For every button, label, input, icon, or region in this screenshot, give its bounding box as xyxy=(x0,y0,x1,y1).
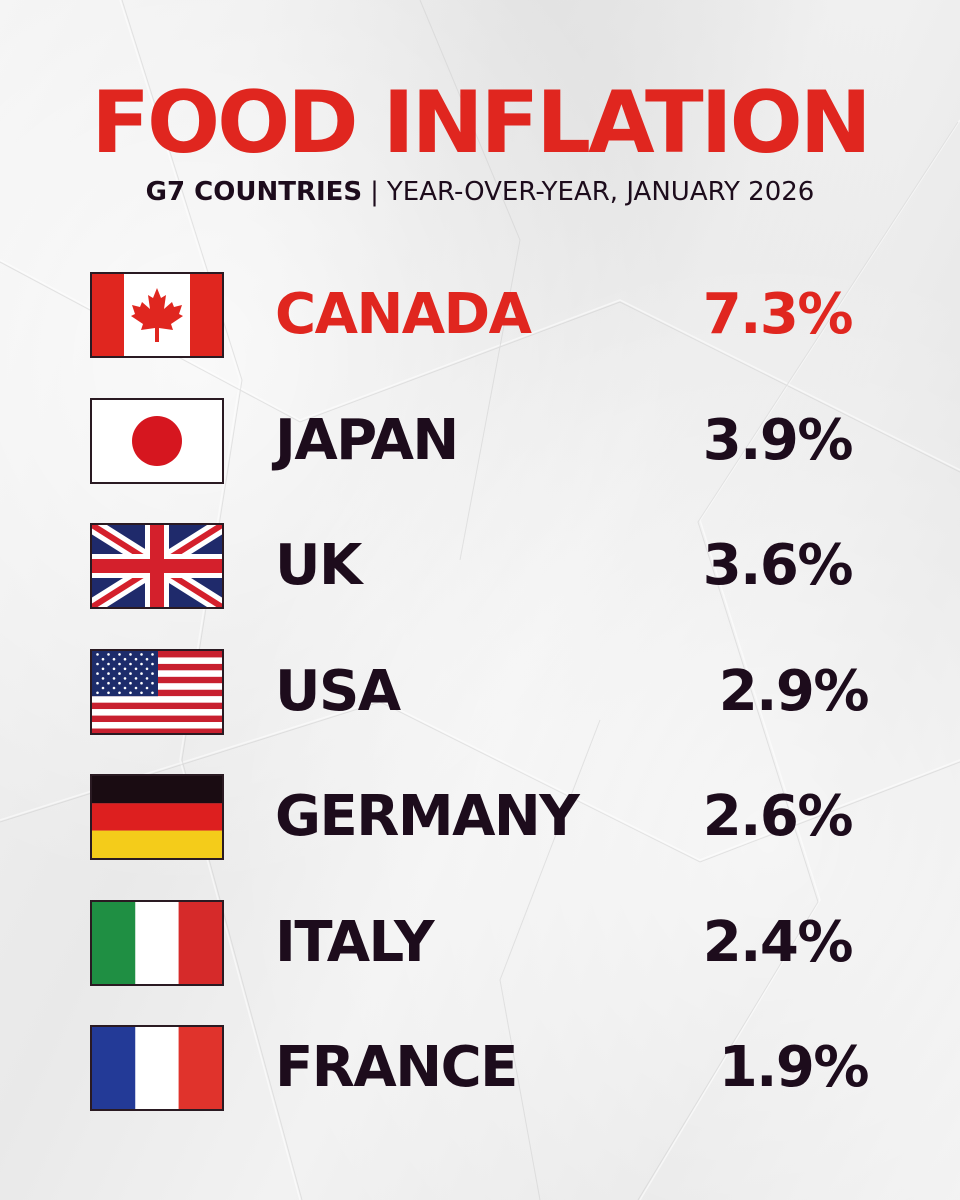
subtitle-strong: G7 COUNTRIES xyxy=(145,177,363,207)
uk-flag-icon xyxy=(90,523,224,609)
canada-flag-icon xyxy=(90,272,224,358)
country-label-france: FRANCE xyxy=(275,1035,518,1100)
japan-flag-icon xyxy=(90,398,224,484)
value-label-germany: 2.6% xyxy=(702,784,854,849)
germany-flag-icon xyxy=(90,774,224,860)
subtitle-separator: | xyxy=(370,177,379,207)
country-label-italy: ITALY xyxy=(275,910,435,975)
subtitle-rest: YEAR-OVER-YEAR, JANUARY 2026 xyxy=(386,177,815,207)
country-label-canada: CANADA xyxy=(275,282,532,347)
country-label-japan: JAPAN xyxy=(275,408,459,473)
country-label-germany: GERMANY xyxy=(275,784,580,849)
italy-flag-icon xyxy=(90,900,224,986)
value-label-canada: 7.3% xyxy=(702,282,854,347)
page-subtitle: G7 COUNTRIES | YEAR-OVER-YEAR, JANUARY 202… xyxy=(0,174,960,210)
value-label-japan: 3.9% xyxy=(702,408,854,473)
value-label-france: 1.9% xyxy=(718,1035,870,1100)
usa-flag-icon xyxy=(90,649,224,735)
country-label-usa: USA xyxy=(275,659,401,724)
france-flag-icon xyxy=(90,1025,224,1111)
country-label-uk: UK xyxy=(275,533,362,598)
value-label-usa: 2.9% xyxy=(718,659,870,724)
page-title: FOOD INFLATION xyxy=(91,73,871,173)
value-label-italy: 2.4% xyxy=(702,910,854,975)
value-label-uk: 3.6% xyxy=(702,533,854,598)
